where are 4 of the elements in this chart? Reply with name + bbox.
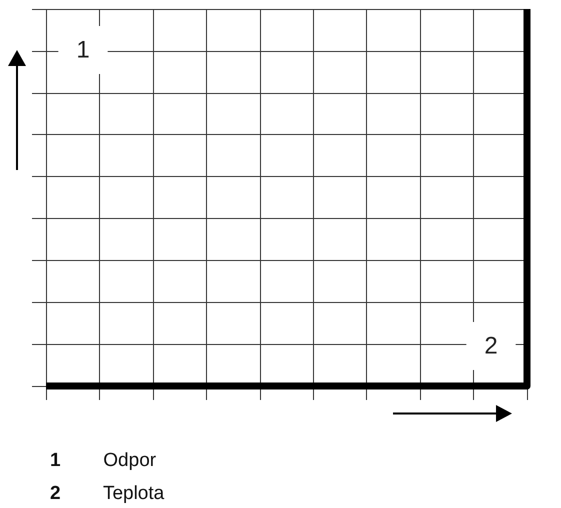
text: 2 Teplota <box>50 483 164 504</box>
y-axis-title: 1 <box>76 36 90 64</box>
x-axis-title: 2 <box>484 332 498 360</box>
text: 1 Odpor <box>50 450 156 471</box>
